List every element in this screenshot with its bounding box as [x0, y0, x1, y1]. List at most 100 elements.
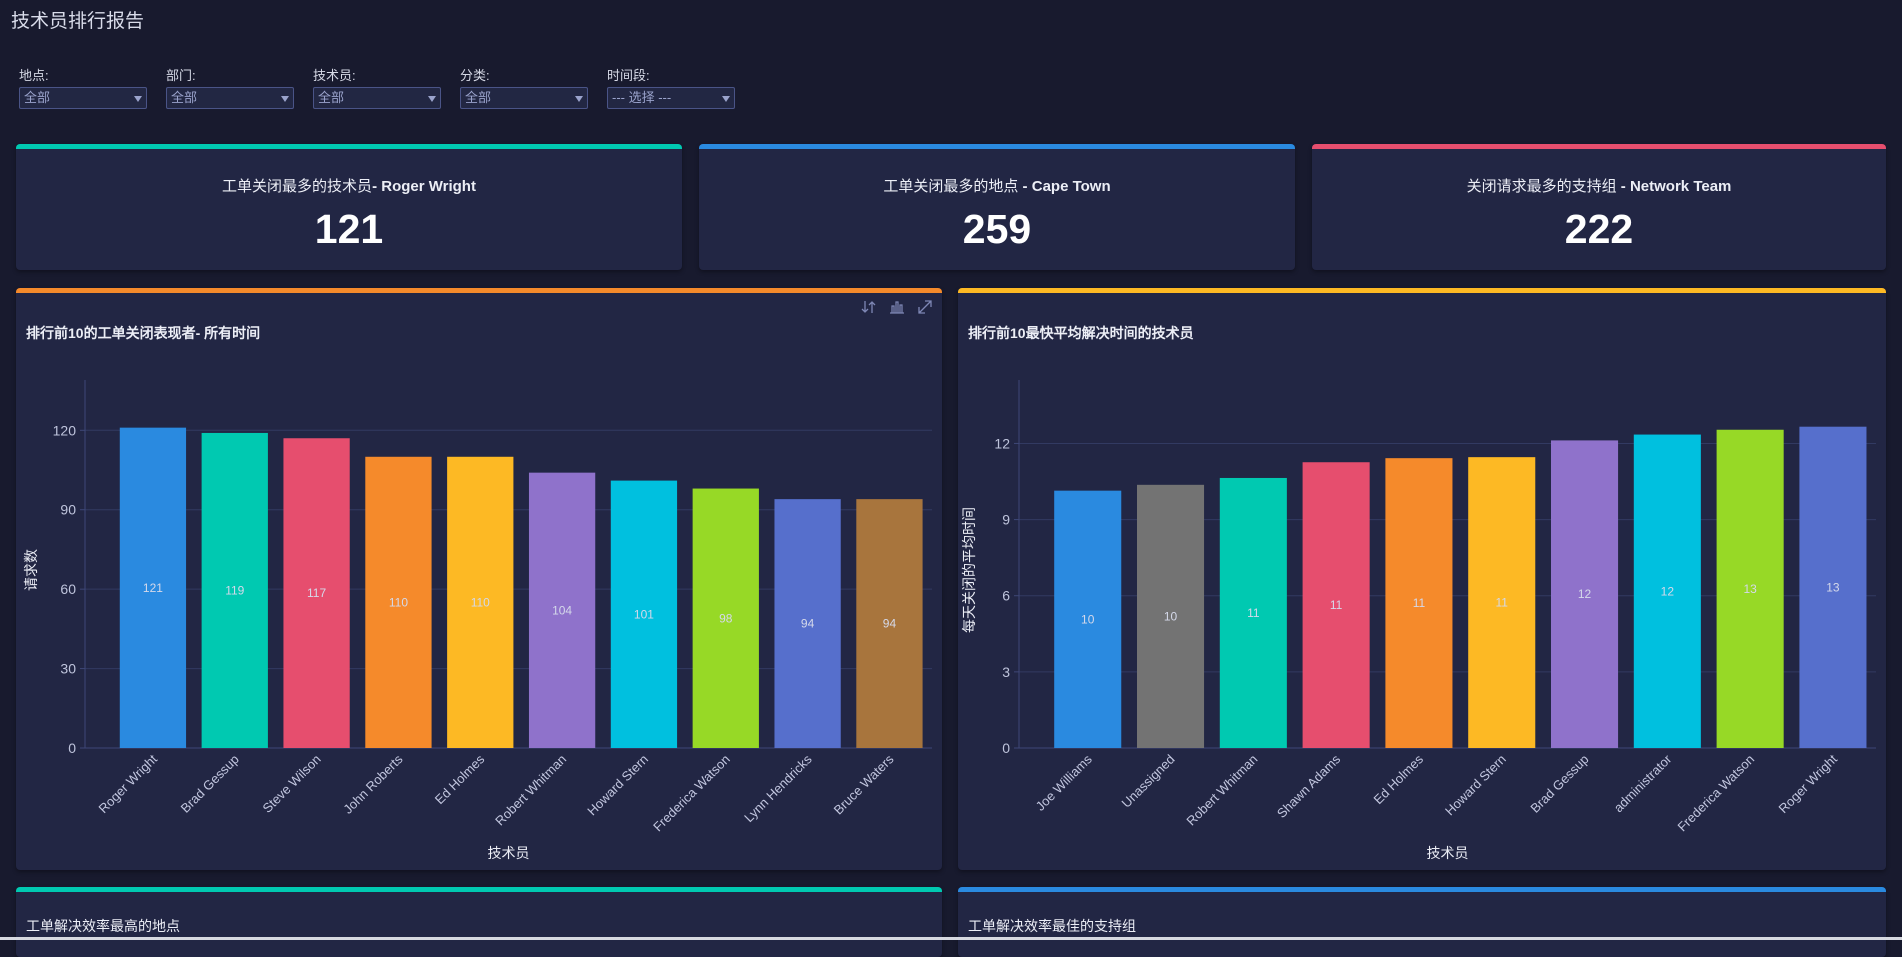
x-tick-label: Frederica Watson: [1674, 752, 1757, 835]
horizontal-scrollbar[interactable]: [0, 937, 1902, 940]
x-tick-label: Roger Wright: [95, 751, 160, 816]
technician-select[interactable]: 全部: [313, 87, 441, 109]
data-label: 110: [389, 595, 408, 609]
department-select[interactable]: 全部: [166, 87, 294, 109]
select-value: 全部: [465, 90, 492, 105]
x-tick-label: Howard Stern: [1442, 752, 1509, 819]
y-tick-label: 0: [1002, 740, 1010, 756]
x-tick-label: Roger Wright: [1775, 751, 1840, 816]
y-tick-label: 0: [68, 740, 76, 756]
kpi-value: 222: [1564, 206, 1634, 252]
panel-best-support-group: 工单解决效率最佳的支持组: [958, 887, 1886, 957]
bar-chart-icon[interactable]: [888, 298, 906, 316]
data-label: 12: [1661, 584, 1675, 598]
x-tick-label: Lynn Hendricks: [741, 751, 815, 825]
top-closers-chart: 0 30 60 90 120 121 Roger Wright 119 Brad Gessup 1…: [23, 380, 932, 861]
data-label: 10: [1081, 612, 1095, 626]
panel-top-closers: 排行前10的工单关闭表现者- 所有时间 0 30 60 90 120 121 Roger W…: [16, 288, 942, 870]
kpi-title-text: 关闭请求最多的支持组: [1466, 178, 1617, 195]
x-tick-label: Bruce Waters: [831, 751, 897, 817]
kpi-title: 关闭请求最多的支持组 - Network Team: [1312, 175, 1886, 196]
kpi-card-top-technician: 工单关闭最多的技术员- Roger Wright 121: [16, 144, 682, 270]
fastest-resolution-chart: 0 3 6 9 12 10 Joe Williams 10 Unassigned 11 Robert…: [961, 380, 1876, 861]
caret-down-icon: [134, 96, 142, 102]
x-tick-label: Howard Stern: [584, 752, 651, 819]
bar: [1468, 457, 1536, 748]
x-axis-title: 技术员: [1427, 845, 1469, 861]
kpi-separator: -: [1018, 178, 1032, 195]
data-label: 13: [1743, 582, 1757, 596]
data-label: 11: [1330, 598, 1343, 612]
expand-icon[interactable]: [916, 298, 934, 316]
bar: [1716, 429, 1784, 748]
bar: [1219, 477, 1287, 748]
bar: [201, 432, 268, 748]
bar: [1302, 462, 1370, 748]
bar: [1551, 440, 1619, 748]
y-tick-label: 90: [60, 502, 76, 518]
bar: [365, 456, 432, 748]
bar: [1054, 490, 1122, 748]
select-value: 全部: [24, 90, 51, 105]
filter-department: 部门: 全部: [166, 68, 294, 109]
select-value: --- 选择 ---: [612, 90, 672, 105]
category-select[interactable]: 全部: [460, 87, 588, 109]
x-axis-title: 技术员: [488, 845, 530, 861]
filter-label: 分类:: [460, 68, 490, 83]
location-select[interactable]: 全部: [19, 87, 147, 109]
y-tick-label: 3: [1002, 664, 1010, 680]
filter-label: 技术员:: [313, 68, 356, 83]
kpi-separator: -: [372, 178, 382, 195]
y-axis-title: 每天关闭的平均时间: [961, 507, 977, 633]
page-title: 技术员排行报告: [11, 11, 145, 32]
bar: [528, 472, 596, 748]
y-tick-label: 30: [60, 661, 76, 677]
x-tick-label: John Roberts: [340, 751, 406, 817]
kpi-highlight: Network Team: [1629, 178, 1732, 195]
y-axis-title: 请求数: [23, 549, 39, 591]
caret-down-icon: [428, 96, 436, 102]
kpi-highlight: Cape Town: [1031, 178, 1111, 195]
select-value: 全部: [171, 90, 198, 105]
data-label: 11: [1413, 596, 1426, 610]
x-tick-label: Shawn Adams: [1274, 751, 1344, 821]
kpi-card-top-location: 工单关闭最多的地点 - Cape Town 259: [699, 144, 1295, 270]
data-label: 110: [471, 595, 490, 609]
filter-label: 地点:: [19, 68, 49, 83]
bar: [1799, 426, 1867, 748]
sort-icon[interactable]: [860, 298, 878, 316]
data-label: 13: [1826, 580, 1840, 594]
filter-time-period: 时间段: --- 选择 ---: [607, 68, 735, 109]
filter-bar: 地点: 全部 部门: 全部 技术员: 全部 分类: 全部 时间段: --- 选择…: [19, 68, 735, 109]
data-label: 121: [143, 581, 163, 595]
y-tick-label: 120: [53, 422, 77, 438]
panel-title: 排行前10最快平均解决时间的技术员: [968, 325, 1194, 341]
panel-title: 排行前10的工单关闭表现者- 所有时间: [26, 325, 261, 341]
data-label: 94: [801, 617, 815, 631]
y-tick-label: 9: [1002, 512, 1010, 528]
x-tick-label: Steve Wilson: [259, 752, 323, 816]
kpi-separator: -: [1616, 178, 1630, 195]
panel-title: 工单解决效率最高的地点: [26, 918, 180, 934]
kpi-highlight: Roger Wright: [381, 178, 476, 195]
data-label: 94: [883, 617, 897, 631]
y-tick-label: 12: [994, 435, 1010, 451]
kpi-title-text: 工单关闭最多的地点: [883, 178, 1019, 195]
caret-down-icon: [281, 96, 289, 102]
data-label: 104: [552, 603, 572, 617]
panel-title: 工单解决效率最佳的支持组: [968, 918, 1136, 934]
kpi-title-text: 工单关闭最多的技术员: [222, 178, 373, 195]
kpi-value: 121: [314, 206, 384, 252]
x-tick-label: Brad Gessup: [1527, 752, 1591, 816]
data-label: 10: [1164, 609, 1178, 623]
filter-label: 时间段:: [607, 68, 650, 83]
time-period-select[interactable]: --- 选择 ---: [607, 87, 735, 109]
x-tick-label: Joe Williams: [1033, 751, 1096, 814]
x-tick-label: Ed Holmes: [1370, 751, 1426, 807]
filter-category: 分类: 全部: [460, 68, 588, 109]
data-label: 12: [1578, 587, 1592, 601]
y-tick-label: 60: [60, 581, 76, 597]
x-tick-label: Robert Whitman: [492, 752, 569, 829]
y-tick-label: 6: [1002, 588, 1010, 604]
bar: [119, 427, 187, 748]
